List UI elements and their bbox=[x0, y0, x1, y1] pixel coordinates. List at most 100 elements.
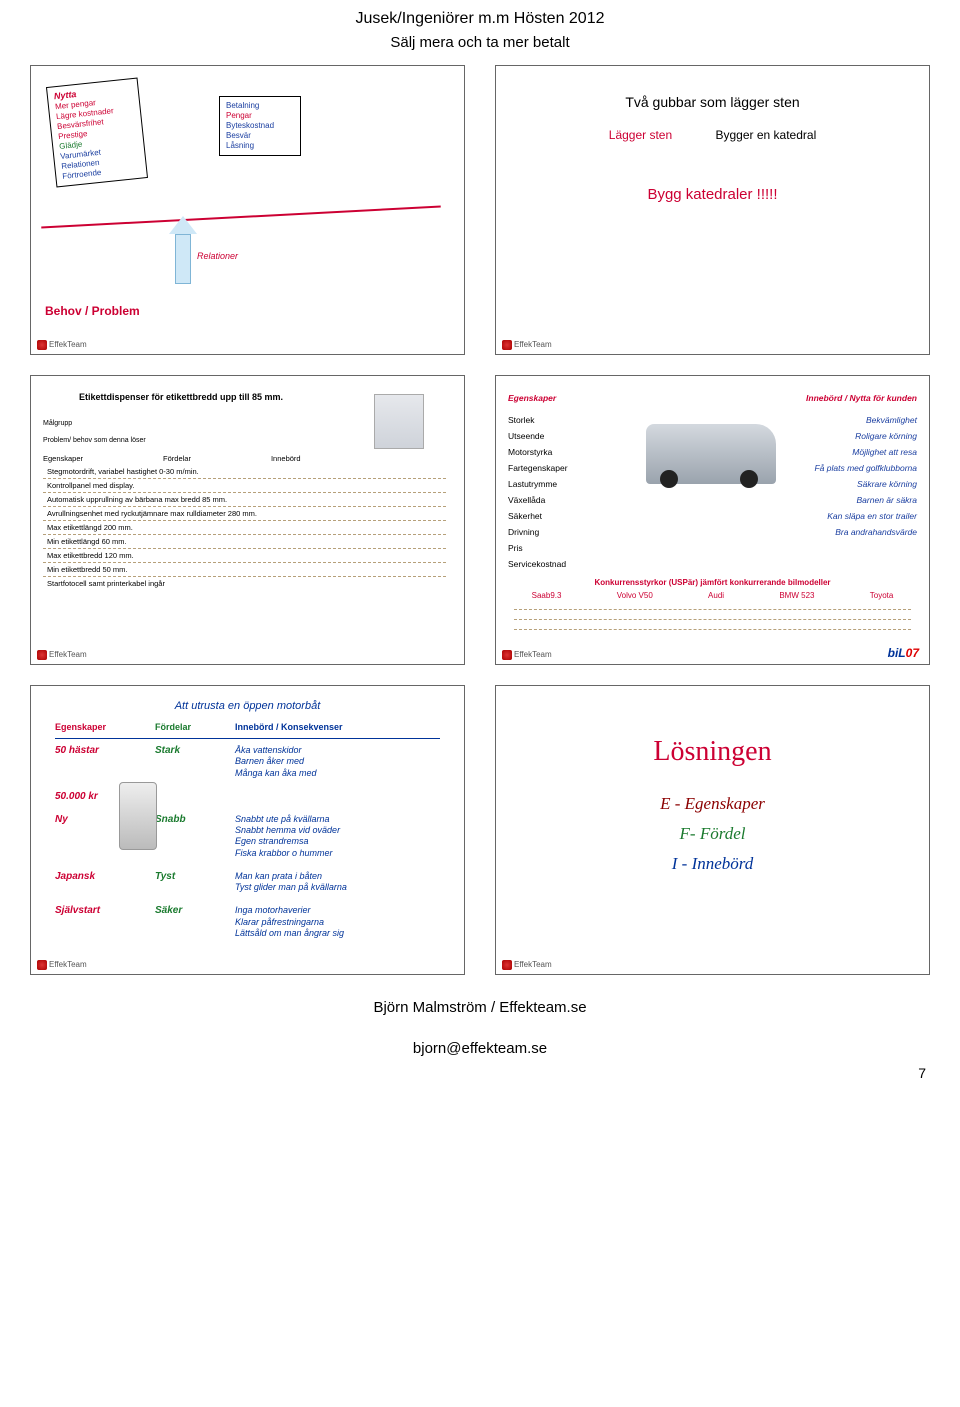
s4-brand: Audi bbox=[708, 591, 724, 600]
dispenser-image bbox=[374, 394, 424, 449]
slide-grid: Nytta Mer pengar Lägre kostnader Besvärs… bbox=[30, 65, 930, 975]
s5-adv bbox=[155, 791, 235, 802]
s6-l2-pre: F- bbox=[680, 824, 700, 843]
s4-prop: Säkerhet bbox=[504, 508, 662, 524]
s5-adv: Tyst bbox=[155, 871, 235, 894]
logo: EffekTeam bbox=[37, 650, 87, 660]
s4-prop: Lastutrymme bbox=[504, 476, 662, 492]
behov-label: Behov / Problem bbox=[45, 304, 140, 318]
bilo-o: 07 bbox=[906, 646, 919, 660]
bet-l4: Besvär bbox=[226, 131, 294, 141]
logo-text: EffekTeam bbox=[49, 340, 87, 349]
s4-benefit: Barnen är säkra bbox=[662, 492, 921, 508]
slide-5: Att utrusta en öppen motorbåt Egenskaper… bbox=[30, 685, 465, 975]
s4-brand: Saab9.3 bbox=[532, 591, 562, 600]
s5-cons bbox=[235, 791, 435, 802]
arrow-head-icon bbox=[169, 216, 197, 234]
s4-prop: Drivning bbox=[504, 524, 662, 540]
s5-title: Att utrusta en öppen motorbåt bbox=[39, 700, 456, 712]
s6-l2: F- Fördel bbox=[504, 824, 921, 844]
slide-4: Egenskaper Innebörd / Nytta för kunden S… bbox=[495, 375, 930, 665]
page-number: 7 bbox=[30, 1065, 930, 1081]
s4-brand: Toyota bbox=[870, 591, 894, 600]
s2-title: Två gubbar som lägger sten bbox=[504, 94, 921, 110]
s6-l1-pre: E - bbox=[660, 794, 685, 813]
s4-benefit bbox=[662, 540, 921, 556]
s5-prop: 50 hästar bbox=[55, 745, 155, 779]
s3-r3: Automatisk upprullning av bärbana max br… bbox=[43, 493, 446, 507]
s5-prop: Självstart bbox=[55, 905, 155, 939]
s4-benefit: Bra andrahandsvärde bbox=[662, 524, 921, 540]
s3-r1: Stegmotordrift, variabel hastighet 0-30 … bbox=[43, 465, 446, 479]
s6-l1-txt: Egenskaper bbox=[685, 794, 765, 813]
s3-r6: Min etikettlängd 60 mm. bbox=[43, 535, 446, 549]
s2-build: Bygg katedraler !!!!! bbox=[504, 186, 921, 203]
bet-l5: Låsning bbox=[226, 141, 294, 151]
s3-h2: Fördelar bbox=[163, 454, 191, 463]
slide-6: Lösningen E - Egenskaper F- Fördel I - I… bbox=[495, 685, 930, 975]
s4-brand: BMW 523 bbox=[779, 591, 814, 600]
s5-header: Egenskaper Fördelar Innebörd / Konsekven… bbox=[55, 722, 456, 732]
s4-prop: Växellåda bbox=[504, 492, 662, 508]
s3-r5: Max etikettlängd 200 mm. bbox=[43, 521, 446, 535]
s3-r7: Max etikettbredd 120 mm. bbox=[43, 549, 446, 563]
logo: EffekTeam bbox=[37, 960, 87, 970]
s4-table: Egenskaper Innebörd / Nytta för kunden bbox=[504, 390, 921, 406]
s5-cons: Åka vattenskidorBarnen åker medMånga kan… bbox=[235, 745, 435, 779]
logo-icon bbox=[37, 650, 47, 660]
footer-1: Björn Malmström / Effekteam.se bbox=[30, 999, 930, 1016]
s3-r9: Startfotocell samt printerkabel ingår bbox=[43, 577, 446, 590]
s4-hl: Egenskaper bbox=[504, 390, 638, 406]
s3-h3: Innebörd bbox=[271, 454, 301, 463]
s6-l2-txt: Fördel bbox=[700, 824, 746, 843]
s4-prop: Storlek bbox=[504, 412, 662, 428]
logo: EffekTeam bbox=[502, 340, 552, 350]
s4-brands: Saab9.3 Volvo V50 Audi BMW 523 Toyota bbox=[504, 591, 921, 600]
nytta-card: Nytta Mer pengar Lägre kostnader Besvärs… bbox=[46, 77, 148, 187]
logo-text: EffekTeam bbox=[514, 650, 552, 659]
s6-l3-pre: I - bbox=[672, 854, 692, 873]
s4-brand: Volvo V50 bbox=[617, 591, 653, 600]
s5-underline bbox=[55, 738, 440, 739]
slide-2: Två gubbar som lägger sten Lägger sten B… bbox=[495, 65, 930, 355]
logo-icon bbox=[502, 650, 512, 660]
bet-l3: Byteskostnad bbox=[226, 121, 294, 131]
s6-l3-txt: Innebörd bbox=[692, 854, 754, 873]
s5-prop: Japansk bbox=[55, 871, 155, 894]
s5-rows: 50 hästarStarkÅka vattenskidorBarnen åke… bbox=[55, 745, 456, 939]
s5-adv: Säker bbox=[155, 905, 235, 939]
s5-cons: Man kan prata i båtenTyst glider man på … bbox=[235, 871, 435, 894]
balance-line bbox=[41, 206, 441, 229]
logo-text: EffekTeam bbox=[49, 960, 87, 969]
dashed-row bbox=[514, 600, 911, 610]
logo: EffekTeam bbox=[502, 960, 552, 970]
logo-icon bbox=[502, 340, 512, 350]
car-image bbox=[646, 424, 776, 484]
dashed-row bbox=[514, 620, 911, 630]
s5-h1: Egenskaper bbox=[55, 722, 155, 732]
logo-text: EffekTeam bbox=[514, 340, 552, 349]
logo-icon bbox=[37, 340, 47, 350]
page-title: Jusek/Ingeniörer m.m Hösten 2012 bbox=[30, 10, 930, 28]
s3-r4: Avrullningsenhet med ryckutjämnare max r… bbox=[43, 507, 446, 521]
logo-text: EffekTeam bbox=[514, 960, 552, 969]
s6-l3: I - Innebörd bbox=[504, 854, 921, 874]
dashed-row bbox=[514, 610, 911, 620]
s4-benefit: Kan släpa en stor trailer bbox=[662, 508, 921, 524]
logo-text: EffekTeam bbox=[49, 650, 87, 659]
s3-h1: Egenskaper bbox=[43, 454, 83, 463]
slide-1: Nytta Mer pengar Lägre kostnader Besvärs… bbox=[30, 65, 465, 355]
page-subtitle: Sälj mera och ta mer betalt bbox=[30, 34, 930, 51]
arrow-body-icon bbox=[175, 234, 191, 284]
s5-cons: Snabbt ute på kvällarnaSnabbt hemma vid … bbox=[235, 814, 435, 859]
footer-2: bjorn@effekteam.se bbox=[30, 1040, 930, 1057]
s4-prop: Fartegenskaper bbox=[504, 460, 662, 476]
slide-3: Etikettdispenser för etikettbredd upp ti… bbox=[30, 375, 465, 665]
s4-prop: Servicekostnad bbox=[504, 556, 662, 572]
bet-l2: Pengar bbox=[226, 111, 294, 121]
page: Jusek/Ingeniörer m.m Hösten 2012 Sälj me… bbox=[0, 0, 960, 1101]
s5-adv: Snabb bbox=[155, 814, 235, 859]
s6-title: Lösningen bbox=[504, 736, 921, 768]
bilo-logo: biL07 bbox=[888, 646, 919, 660]
s2-right: Bygger en katedral bbox=[716, 128, 817, 142]
